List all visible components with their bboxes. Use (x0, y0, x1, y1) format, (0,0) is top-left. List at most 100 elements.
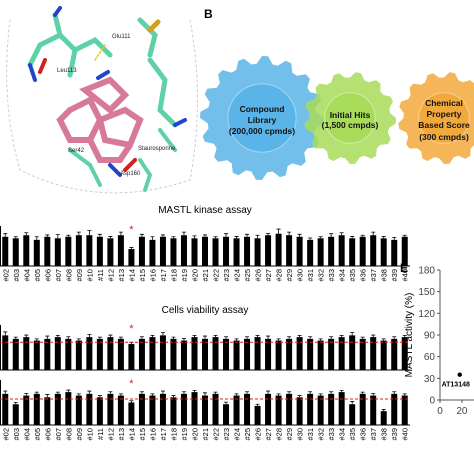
bar (212, 393, 219, 425)
error-bar (276, 228, 281, 234)
error-bar (245, 391, 250, 394)
error-bar (308, 237, 313, 240)
bar (317, 238, 324, 266)
x-tick-label: #35 (348, 428, 357, 441)
error-bar (245, 336, 250, 339)
bar (86, 337, 93, 370)
bar (12, 238, 19, 266)
highlight-marker: * (129, 378, 134, 390)
residue-label: Glu111 (112, 34, 131, 40)
bar (23, 235, 30, 266)
bar (149, 395, 156, 425)
error-bar (108, 334, 113, 338)
error-bar (266, 335, 271, 339)
bar (275, 395, 282, 425)
bar (296, 337, 303, 370)
error-bar (224, 233, 229, 237)
error-bar (287, 231, 292, 236)
residue-label: Staurosporine (138, 146, 176, 152)
x-tick-label: #07 (54, 428, 63, 441)
error-bar (287, 391, 292, 394)
error-bar (308, 391, 313, 394)
bar (286, 235, 293, 266)
y-tick-label: 120 (418, 309, 435, 320)
error-bar (371, 393, 376, 396)
highlight-marker: * (129, 224, 134, 236)
bar (233, 395, 240, 425)
x-tick-label: #36 (359, 428, 368, 441)
error-bar (45, 335, 50, 339)
x-tick-label: #28 (275, 428, 284, 441)
x-tick-label: #35 (348, 269, 357, 282)
x-tick-label: #05 (33, 428, 42, 441)
bar (2, 393, 9, 425)
bar (296, 236, 303, 266)
x-tick-label: #23 (222, 428, 231, 441)
error-bar (34, 391, 39, 394)
gear-detail: (1,500 cmpds) (322, 120, 379, 130)
error-bar (24, 393, 29, 396)
x-tick-label: #25 (243, 428, 252, 441)
error-bar (24, 334, 29, 338)
x-tick-label: #19 (180, 269, 189, 282)
x-tick-label: #26 (254, 269, 263, 282)
x-tick-label: #22 (212, 269, 221, 282)
bar (138, 393, 145, 425)
x-tick-label: #16 (148, 269, 157, 282)
bar (54, 337, 61, 370)
bar (23, 337, 30, 370)
bar (401, 395, 408, 425)
error-bar (318, 236, 323, 239)
error-bar (350, 332, 355, 336)
bar (180, 340, 187, 370)
x-tick-label: #04 (22, 269, 31, 282)
bar (349, 335, 356, 370)
error-bar (318, 338, 323, 341)
x-tick-label: #12 (106, 428, 115, 441)
bar (96, 236, 103, 266)
bar (170, 397, 177, 425)
error-bar (87, 230, 92, 236)
bar (138, 338, 145, 370)
bar (107, 393, 114, 425)
error-bar (160, 234, 165, 237)
x-tick-label: #27 (264, 428, 273, 441)
error-bar (360, 336, 365, 339)
bar (138, 236, 145, 266)
x-tick-label: #17 (159, 428, 168, 441)
error-bar (203, 392, 207, 396)
bar (107, 238, 114, 266)
x-tick-label: #24 (233, 269, 242, 282)
error-bar (76, 338, 81, 341)
error-bar (55, 234, 60, 239)
x-tick-label: #17 (159, 269, 168, 282)
x-tick-label: #30 (296, 428, 305, 441)
bar (2, 236, 9, 266)
bar (44, 338, 51, 370)
x-tick-label: 0 (437, 406, 443, 417)
residue-label: Asp160 (120, 171, 141, 177)
bar (275, 233, 282, 266)
error-bar (118, 231, 123, 236)
bar (202, 338, 208, 370)
bar (328, 338, 335, 370)
bar (180, 393, 187, 425)
error-bar (297, 395, 302, 398)
error-bar (255, 234, 260, 239)
error-bar (108, 391, 113, 394)
error-bar (139, 233, 144, 237)
x-tick-label: #26 (254, 428, 263, 441)
x-tick-label: #37 (369, 269, 378, 282)
error-bar (360, 391, 365, 394)
bar (54, 393, 61, 425)
bar (317, 340, 324, 370)
x-tick-label: #30 (296, 269, 305, 282)
bar (223, 404, 230, 425)
error-bar (371, 231, 376, 236)
x-tick-label: #13 (117, 428, 126, 441)
bar (391, 338, 398, 370)
error-bar (97, 233, 102, 237)
bar (170, 238, 177, 266)
bar (117, 395, 124, 425)
bar (149, 239, 156, 266)
